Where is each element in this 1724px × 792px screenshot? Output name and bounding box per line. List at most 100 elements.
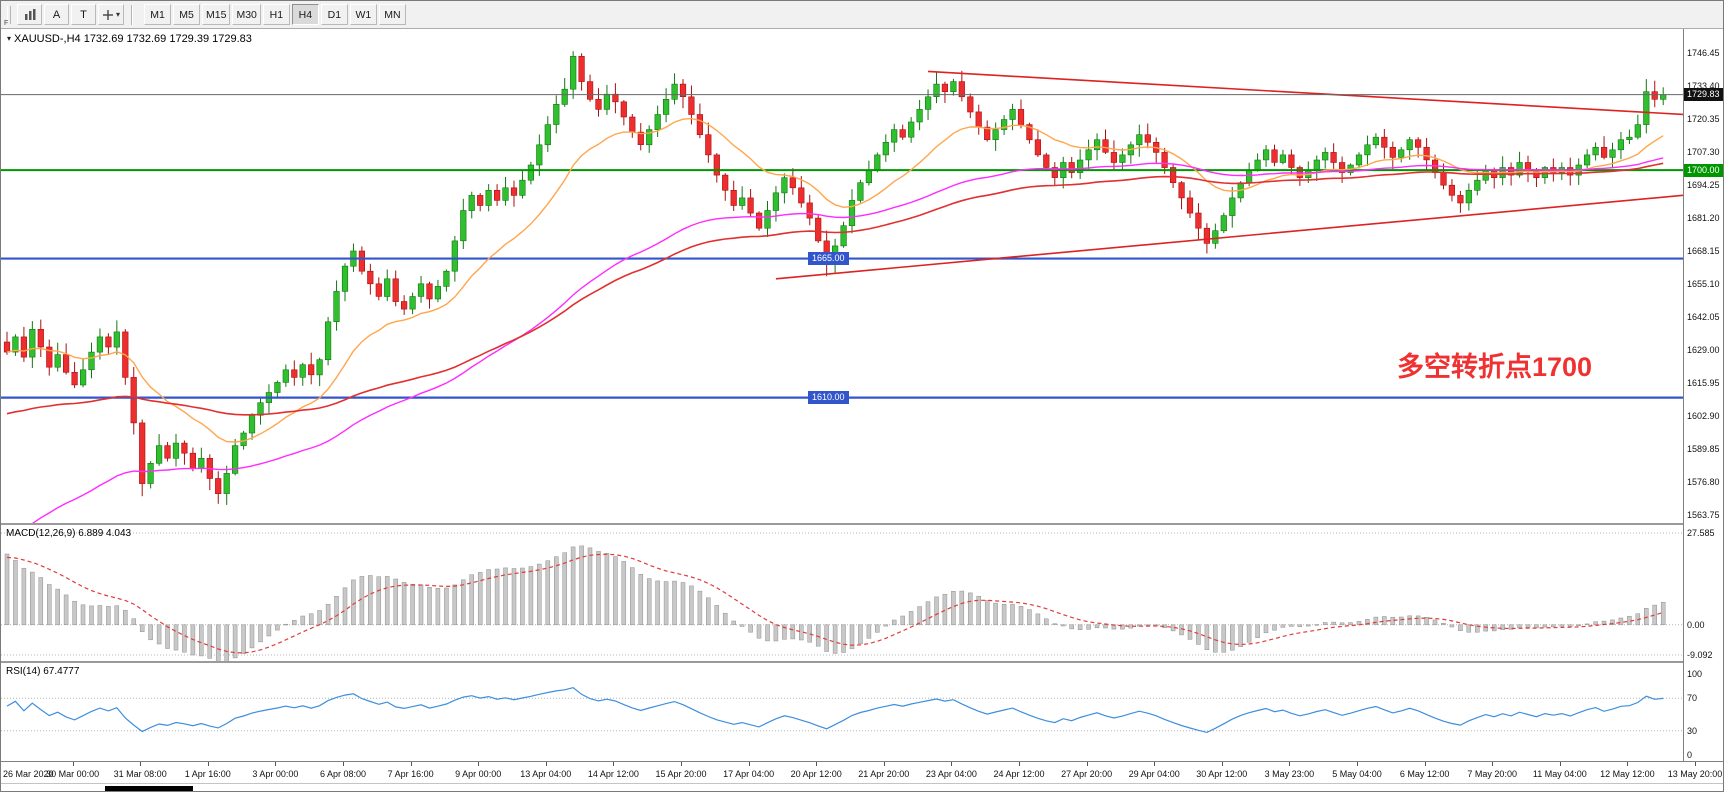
text-tool-button[interactable]: T — [71, 4, 96, 25]
crosshair-icon — [103, 9, 113, 20]
time-label: 31 Mar 08:00 — [113, 769, 167, 779]
time-label: 1 Apr 16:00 — [184, 769, 231, 779]
time-tick — [275, 762, 277, 766]
price-axis-label: 1615.95 — [1687, 377, 1720, 388]
time-tick — [207, 762, 209, 766]
price-axis-label: 1681.20 — [1687, 212, 1720, 223]
macd-label: MACD(12,26,9) 6.889 4.043 — [6, 528, 132, 539]
macd-axis-label: 0.00 — [1687, 619, 1705, 630]
time-tick — [883, 762, 885, 766]
current-price-badge: 1729.83 — [1684, 88, 1723, 102]
dropdown-arrow-icon: ▾ — [116, 10, 121, 19]
time-label: 30 Apr 12:00 — [1196, 769, 1248, 779]
panel-splitter[interactable] — [1, 523, 1723, 525]
rsi-label: RSI(14) 67.4777 — [6, 666, 80, 677]
time-axis[interactable]: 26 Mar 2020 30 Mar 00:00 31 Mar 08:00 1 Apr… — [1, 761, 1723, 783]
tf-button-m5[interactable]: M5 — [173, 4, 201, 25]
time-label: 15 Apr 20:00 — [655, 769, 707, 779]
time-tick — [1492, 762, 1494, 766]
time-label: 23 Apr 04:00 — [925, 769, 977, 779]
time-tick — [1221, 762, 1223, 766]
time-label: 7 Apr 16:00 — [387, 769, 434, 779]
tf-button-d1[interactable]: D1 — [320, 4, 348, 25]
macd-panel: MACD(12,26,9) 6.889 4.043 — [1, 525, 1683, 661]
time-tick — [410, 762, 412, 766]
time-label: 24 Apr 12:00 — [993, 769, 1045, 779]
time-tick — [1559, 762, 1561, 766]
time-label: 14 Apr 12:00 — [587, 769, 639, 779]
price-axis-label: 1563.75 — [1687, 509, 1720, 520]
time-label: 29 Apr 04:00 — [1128, 769, 1180, 779]
time-label: 9 Apr 00:00 — [455, 769, 502, 779]
time-label: 21 Apr 20:00 — [858, 769, 910, 779]
toolbar-separator — [131, 4, 134, 25]
time-tick — [1695, 762, 1696, 766]
time-label: 17 Apr 04:00 — [723, 769, 775, 779]
price-axis-label: 1694.25 — [1687, 179, 1720, 190]
price-axis-label: 1668.15 — [1687, 245, 1720, 256]
time-tick — [1289, 762, 1291, 766]
time-label: 13 Apr 04:00 — [520, 769, 572, 779]
price-axis-label: 1589.85 — [1687, 443, 1720, 454]
time-tick — [72, 762, 74, 766]
price-axis-label: 1746.45 — [1687, 47, 1720, 58]
annotation-text: 多空转折点1700 — [1397, 352, 1593, 382]
time-tick — [1019, 762, 1020, 766]
time-label: 11 May 04:00 — [1532, 769, 1587, 779]
time-label: 3 May 23:00 — [1264, 769, 1315, 779]
time-tick — [1154, 762, 1156, 766]
tf-button-w1[interactable]: W1 — [349, 4, 377, 25]
macd-axis-label: 27.585 — [1687, 528, 1715, 538]
h-scrollbar[interactable] — [1, 783, 1723, 791]
tf-button-h1[interactable]: H1 — [262, 4, 290, 25]
price-axis-label: 1733.40 — [1687, 80, 1720, 91]
time-tick — [343, 762, 344, 766]
price-axis-label: 1629.00 — [1687, 344, 1720, 355]
price-axis-label: 1642.05 — [1687, 311, 1720, 322]
f-label: F — [4, 20, 9, 27]
chart-title-text: XAUUSD-,H4 1732.69 1732.69 1729.39 1729.… — [14, 33, 252, 45]
hline-axis-badge: 1700.00 — [1684, 163, 1723, 177]
toolbar-grip[interactable] — [7, 5, 11, 24]
time-label: 27 Apr 20:00 — [1061, 769, 1113, 779]
tf-button-h4[interactable]: H4 — [291, 4, 319, 25]
price-axis-label: 1655.10 — [1687, 278, 1720, 289]
time-tick — [478, 762, 480, 766]
scrollbar-thumb[interactable] — [105, 786, 193, 791]
time-label: 20 Apr 12:00 — [790, 769, 842, 779]
price-axis-label: 1576.80 — [1687, 476, 1720, 487]
tf-button-mn[interactable]: MN — [378, 4, 406, 25]
cursor-a-button[interactable]: A — [44, 4, 69, 25]
macd-canvas[interactable] — [1, 525, 1683, 661]
time-tick — [545, 762, 547, 766]
time-label: 7 May 20:00 — [1467, 769, 1517, 779]
rsi-canvas[interactable] — [1, 663, 1683, 761]
chart-menu-icon: ▾ — [7, 34, 12, 43]
price-axis-label: 1602.90 — [1687, 410, 1720, 421]
time-label: 13 May 20:00 — [1667, 769, 1723, 779]
panel-splitter[interactable] — [1, 661, 1723, 663]
price-chart-canvas[interactable] — [1, 29, 1683, 523]
time-tick — [1424, 762, 1426, 766]
draw-tools-button[interactable]: ▾ — [98, 4, 125, 25]
timeframe-group: M1 M5 M15 M30 H1 H4 D1 W1 MN — [143, 4, 407, 25]
time-tick — [140, 762, 142, 766]
time-tick — [951, 762, 953, 766]
price-chart-panel: ▾ XAUUSD-,H4 1732.69 1732.69 1729.39 1729… — [1, 29, 1683, 523]
time-tick — [748, 762, 750, 766]
price-axis-label: 1707.30 — [1687, 146, 1720, 157]
time-tick — [613, 762, 615, 766]
hline-price-badge: 1665.00 — [808, 252, 849, 266]
chart-type-button[interactable] — [17, 4, 42, 25]
time-tick — [681, 762, 682, 766]
top-toolbar: A T ▾ M1 M5 M15 M30 H1 H4 D1 W1 MN F — [1, 1, 1723, 29]
time-label: 26 Mar 2020 — [3, 769, 54, 779]
tf-button-m1[interactable]: M1 — [144, 4, 172, 25]
time-label: 12 May 12:00 — [1600, 769, 1655, 779]
price-axis-label: 1720.35 — [1687, 113, 1720, 124]
tf-button-m15[interactable]: M15 — [202, 4, 231, 25]
price-axis[interactable]: 1746.45 1733.40 1720.35 1707.30 1694.25 1681.… — [1684, 29, 1723, 761]
time-tick — [816, 762, 818, 766]
tf-button-m30[interactable]: M30 — [232, 4, 261, 25]
